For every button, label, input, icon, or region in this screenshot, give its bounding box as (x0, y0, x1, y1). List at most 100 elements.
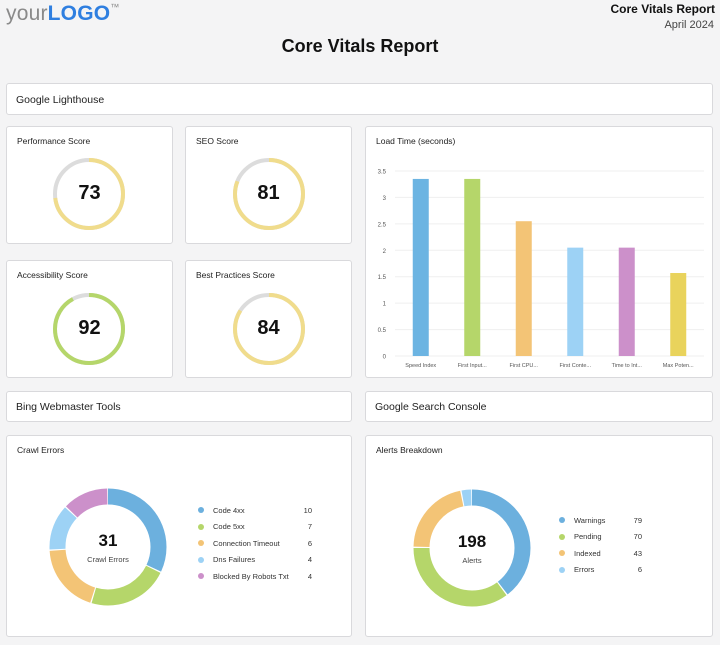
bar[interactable] (670, 273, 687, 356)
legend-item[interactable]: Warnings 79 (559, 512, 642, 529)
alerts-breakdown-card: Alerts Breakdown 198 Alerts Warnings 79 Pe… (365, 435, 713, 637)
legend-dot (559, 550, 565, 557)
legend-value: 10 (303, 505, 312, 515)
logo-trademark: ™ (110, 2, 120, 12)
crawl-errors-card: Crawl Errors 31 Crawl Errors Code 4xx 10 C… (6, 435, 352, 637)
legend-label: Code 5xx (213, 522, 245, 532)
score-gauge (233, 293, 305, 365)
crawl-errors-donut (49, 488, 167, 606)
y-tick-label: 0.5 (378, 328, 387, 334)
legend-value: 70 (633, 532, 642, 542)
y-tick-label: 2.5 (378, 222, 387, 228)
legend-label: Code 4xx (213, 505, 245, 515)
bar[interactable] (618, 247, 635, 356)
section-header-search-console: Google Search Console (365, 391, 713, 422)
load-time-card: Load Time (seconds) 0 0.5 1 1.5 2 2.5 3 3.5 Spee… (365, 126, 713, 378)
report-date: April 2024 (664, 19, 714, 31)
donut-caption: Crawl Errors (87, 555, 129, 564)
logo-main: LOGO (47, 2, 111, 25)
legend-item[interactable]: Code 5xx 7 (198, 519, 312, 536)
legend-item[interactable]: Blocked By Robots Txt 4 (198, 568, 312, 585)
gauge-arc (233, 158, 305, 230)
gauge-arc (53, 293, 125, 365)
donut-segment[interactable] (49, 488, 167, 606)
legend-label: Indexed (574, 548, 601, 558)
section-title: Google Search Console (375, 401, 487, 413)
section-header-bing: Bing Webmaster Tools (6, 391, 352, 422)
donut-segment[interactable] (413, 489, 531, 607)
donut-segment[interactable] (49, 488, 167, 606)
crawl-errors-legend: Code 4xx 10 Code 5xx 7 Connection Timeout 6 Dn… (198, 502, 312, 585)
legend-dot (198, 507, 204, 514)
legend-item[interactable]: Errors 6 (559, 562, 642, 579)
legend-item[interactable]: Connection Timeout 6 (198, 535, 312, 552)
donut-segment[interactable] (49, 488, 167, 606)
legend-label: Errors (574, 565, 595, 575)
legend-label: Pending (574, 532, 602, 542)
alerts-total: 198 (457, 532, 487, 551)
section-title: Bing Webmaster Tools (16, 401, 121, 413)
legend-dot (198, 573, 204, 580)
score-gauge (53, 293, 125, 365)
section-title: Google Lighthouse (16, 94, 105, 106)
score-value: 92 (78, 317, 101, 339)
x-tick-label: Speed Index (405, 363, 436, 369)
score-gauge (53, 158, 125, 230)
donut-caption: Alerts (462, 556, 482, 565)
logo-prefix: your (6, 2, 48, 25)
performance-score-card: Performance Score 73 (6, 126, 173, 244)
card-title: Performance Score (17, 136, 91, 146)
card-title: Alerts Breakdown (376, 445, 443, 455)
score-value: 73 (78, 182, 101, 204)
legend-value: 4 (307, 555, 312, 565)
card-title: Crawl Errors (17, 445, 65, 455)
chart-title: Load Time (seconds) (376, 136, 456, 146)
alerts-legend: Warnings 79 Pending 70 Indexed 43 Errors 6 (559, 512, 642, 578)
report-title: Core Vitals Report (610, 2, 715, 16)
y-tick-label: 1 (383, 302, 387, 308)
x-tick-label: First Input... (458, 363, 488, 369)
x-tick-label: First CPU... (510, 363, 539, 369)
legend-dot (559, 566, 565, 573)
company-logo: yourLOGO™ (6, 2, 120, 26)
y-tick-label: 0 (383, 355, 387, 361)
y-tick-label: 2 (383, 249, 387, 255)
legend-value: 79 (633, 515, 642, 525)
legend-dot (559, 533, 565, 540)
gauge-arc (53, 158, 125, 230)
bar[interactable] (412, 178, 429, 356)
legend-dot (559, 517, 565, 524)
score-value: 84 (257, 317, 280, 339)
load-time-chart: 0 0.5 1 1.5 2 2.5 3 3.5 Speed Index First Input..… (378, 170, 704, 369)
x-tick-label: Max Poten... (663, 363, 694, 369)
y-tick-label: 1.5 (378, 275, 387, 281)
legend-label: Dns Failures (213, 555, 256, 565)
x-tick-label: Time to Int... (612, 363, 643, 369)
donut-segment[interactable] (413, 489, 531, 607)
section-header-lighthouse: Google Lighthouse (6, 83, 713, 115)
card-title: SEO Score (196, 136, 239, 146)
bar[interactable] (515, 221, 532, 356)
page-title: Core Vitals Report (281, 36, 439, 56)
legend-value: 7 (307, 522, 312, 532)
legend-label: Blocked By Robots Txt (213, 571, 289, 581)
legend-label: Warnings (574, 515, 606, 525)
donut-center: 198 Alerts (411, 532, 533, 565)
gauge-arc (233, 293, 305, 365)
crawl-errors-total: 31 (98, 531, 118, 550)
best-practices-score-card: Best Practices Score 84 (185, 260, 352, 378)
legend-item[interactable]: Pending 70 (559, 529, 642, 546)
legend-dot (198, 540, 204, 547)
seo-score-card: SEO Score 81 (185, 126, 352, 244)
legend-item[interactable]: Indexed 43 (559, 545, 642, 562)
legend-value: 6 (637, 565, 642, 575)
bar[interactable] (567, 247, 584, 356)
legend-item[interactable]: Code 4xx 10 (198, 502, 312, 519)
card-title: Best Practices Score (196, 270, 275, 280)
legend-item[interactable]: Dns Failures 4 (198, 552, 312, 569)
bar[interactable] (464, 178, 481, 356)
y-tick-label: 3.5 (378, 170, 387, 176)
y-tick-label: 3 (383, 196, 387, 202)
alerts-donut (413, 489, 531, 607)
score-value: 81 (257, 182, 280, 204)
